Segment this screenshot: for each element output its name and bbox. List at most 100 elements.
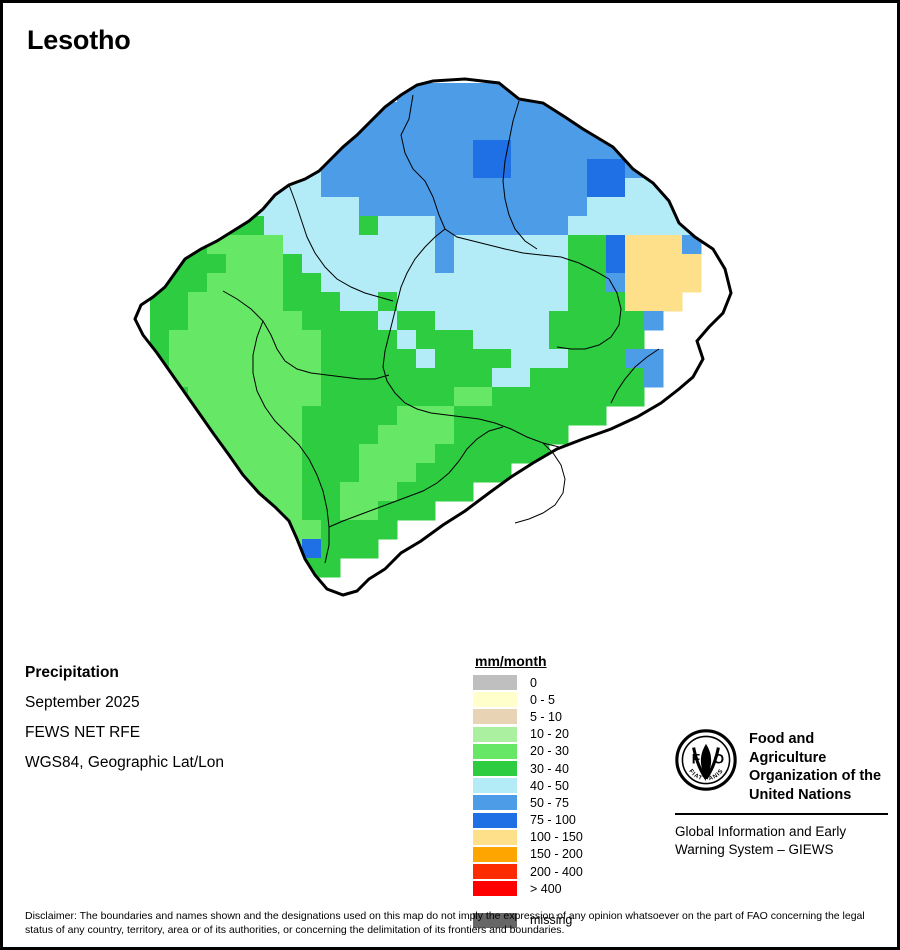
legend-row: 5 - 10 [473,708,583,725]
raster-cell [283,558,303,578]
raster-cell [568,235,607,255]
raster-cell [625,254,702,274]
raster-cell [188,292,284,312]
legend-row: 0 - 5 [473,691,583,708]
raster-cell [169,349,322,369]
raster-cell [302,539,322,559]
legend-label: 5 - 10 [530,709,562,724]
svg-text:A: A [702,745,711,759]
raster-cell [568,216,702,236]
legend-swatch [473,812,517,828]
raster-cell [150,368,170,388]
legend: mm/month 0 0 - 5 5 - 10 10 - 20 20 - 30 30 - … [473,653,583,929]
raster-cell [207,463,227,483]
legend-swatch-missing [473,912,517,928]
legend-label: 150 - 200 [530,847,583,862]
svg-text:F: F [692,752,700,767]
raster-cell [416,463,512,483]
legend-swatch [473,829,517,845]
district-boundaries [222,94,660,564]
raster-cell [568,273,607,293]
raster-cell [302,311,379,331]
legend-row: 75 - 100 [473,812,583,829]
raster-cell [454,406,607,426]
raster-cell [283,235,436,255]
fao-giews-name: Global Information and Early Warning Sys… [675,823,890,859]
raster-cell [188,387,322,407]
raster-cell [530,368,645,388]
raster-cell [359,197,588,217]
raster-cell [188,311,303,331]
raster-cell [302,444,360,464]
legend-row: 150 - 200 [473,846,583,863]
legend-row: 30 - 40 [473,760,583,777]
raster-cell [302,501,341,521]
raster-cell [606,273,626,293]
legend-swatch [473,726,517,742]
raster-cell [302,425,379,445]
legend-swatch [473,778,517,794]
raster-cell [207,425,303,445]
raster-cell [378,425,455,445]
legend-label: 50 - 75 [530,795,569,810]
raster-cell [644,311,664,331]
legend-row: 40 - 50 [473,777,583,794]
page-title: Lesotho [27,25,131,55]
raster-cell [378,501,436,521]
raster-cell [150,330,170,350]
raster-cell [568,254,607,274]
legend-swatch [473,743,517,759]
raster-cell [587,159,626,179]
raster-cell [188,406,303,426]
raster-cell [511,140,664,160]
raster-cell [207,482,246,502]
legend-row: 0 [473,674,583,691]
legend-swatch [473,864,517,880]
raster-cell [549,311,645,331]
legend-swatch [473,881,517,897]
raster-cell [587,178,626,198]
raster-cell [378,311,398,331]
legend-row: 50 - 75 [473,794,583,811]
legend-swatch [473,692,517,708]
raster-cell [492,368,531,388]
fao-logo-icon: F A O FIAT PANIS [675,729,737,791]
raster-cell [435,368,493,388]
raster-cell [321,520,398,540]
raster-cell [188,216,208,236]
raster-cell [302,463,360,483]
raster-cell [150,311,189,331]
raster-cell [264,140,322,160]
raster-cell [416,349,436,369]
raster-cell [207,273,284,293]
raster-cell [302,482,341,502]
raster-cell [321,349,417,369]
legend-swatch [473,846,517,862]
caption-variable: Precipitation [25,664,119,681]
legend-row: 200 - 400 [473,863,583,880]
country-outline [133,77,733,597]
raster-cell [587,197,702,217]
raster-cell [359,102,569,122]
legend-swatch [473,675,517,691]
raster-cell [397,83,493,103]
raster-cell [378,292,398,312]
legend-swatch [473,795,517,811]
raster-cell [245,197,360,217]
caption-period: September 2025 [25,694,140,711]
legend-title: mm/month [475,653,547,669]
raster-cell [359,444,436,464]
raster-cell [473,140,512,160]
disclaimer: Disclaimer: The boundaries and names sho… [25,910,865,936]
raster-cell [511,349,569,369]
raster-cell [359,216,379,236]
legend-row: 10 - 20 [473,726,583,743]
raster-cell [321,140,474,160]
raster-cell [435,311,550,331]
legend-row-missing: missing [473,911,583,928]
raster-cell [492,387,645,407]
legend-label: 10 - 20 [530,727,569,742]
raster-cell [340,121,588,141]
raster-cell [606,235,626,255]
svg-text:O: O [713,752,724,767]
